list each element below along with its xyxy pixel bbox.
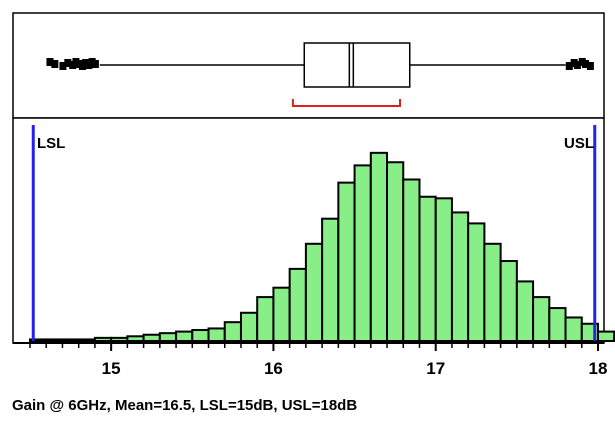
histogram-bar xyxy=(158,332,178,343)
histogram-bar xyxy=(483,242,502,342)
histogram-bar xyxy=(564,316,583,343)
histogram-bar xyxy=(337,181,356,342)
histogram-bar xyxy=(499,260,518,343)
boxplot-outlier xyxy=(586,62,594,70)
histogram-bar xyxy=(110,336,129,343)
histogram-bar xyxy=(288,267,307,343)
histogram-bar xyxy=(175,330,194,343)
histogram-bar xyxy=(256,296,275,343)
histogram-bar xyxy=(142,333,161,342)
histogram-bar xyxy=(386,161,405,342)
histogram-bar xyxy=(548,307,567,342)
boxplot xyxy=(46,42,594,107)
histogram-bar xyxy=(353,164,372,342)
x-tick-label: 15 xyxy=(102,359,121,378)
x-tick-label: 16 xyxy=(264,359,283,378)
boxplot-box xyxy=(303,42,411,88)
boxplot-outlier xyxy=(565,62,573,70)
boxplot-outlier xyxy=(64,59,72,67)
x-axis: 15 16 17 18 xyxy=(29,343,608,378)
histogram-bar xyxy=(207,327,226,342)
boxplot-outlier xyxy=(51,60,59,68)
histogram-bar xyxy=(77,338,96,343)
boxplot-outlier xyxy=(59,62,67,70)
histogram-bar xyxy=(191,329,210,342)
chart-caption: Gain @ 6GHz, Mean=16.5, LSL=15dB, USL=18… xyxy=(12,397,358,414)
spec-limits: LSL USL xyxy=(31,125,597,341)
histogram-bar xyxy=(304,242,324,342)
boxplot-outlier xyxy=(582,60,590,68)
usl-label: USL xyxy=(564,135,594,152)
histogram-bar xyxy=(515,280,535,342)
histogram-bar xyxy=(597,330,615,343)
histogram-bar xyxy=(93,336,113,343)
histogram-bar xyxy=(321,217,340,342)
histogram-bar xyxy=(467,222,486,342)
boxplot-outlier xyxy=(573,61,581,69)
histogram-bar xyxy=(434,197,453,342)
histogram-bar xyxy=(45,338,64,343)
x-tick-label: 17 xyxy=(426,359,445,378)
histogram-bar xyxy=(272,286,291,342)
histogram-bar xyxy=(369,151,389,342)
lsl-label: LSL xyxy=(37,135,65,152)
histogram-bar xyxy=(239,311,259,342)
shortest-half-bracket xyxy=(291,99,402,107)
histogram-bar xyxy=(418,195,437,342)
histogram-bar xyxy=(61,338,80,343)
x-tick-label: 18 xyxy=(589,359,608,378)
histogram-bar xyxy=(532,296,551,343)
boxplot-outlier xyxy=(91,60,99,68)
histogram-bar xyxy=(402,178,421,342)
boxplot-outlier xyxy=(46,58,54,66)
gain-distribution-chart: LSL USL 15 16 17 18 xyxy=(12,12,615,378)
histogram-bars xyxy=(29,151,615,343)
histogram-bar xyxy=(450,211,470,342)
histogram-bar xyxy=(126,335,145,342)
histogram-bar xyxy=(223,321,242,342)
